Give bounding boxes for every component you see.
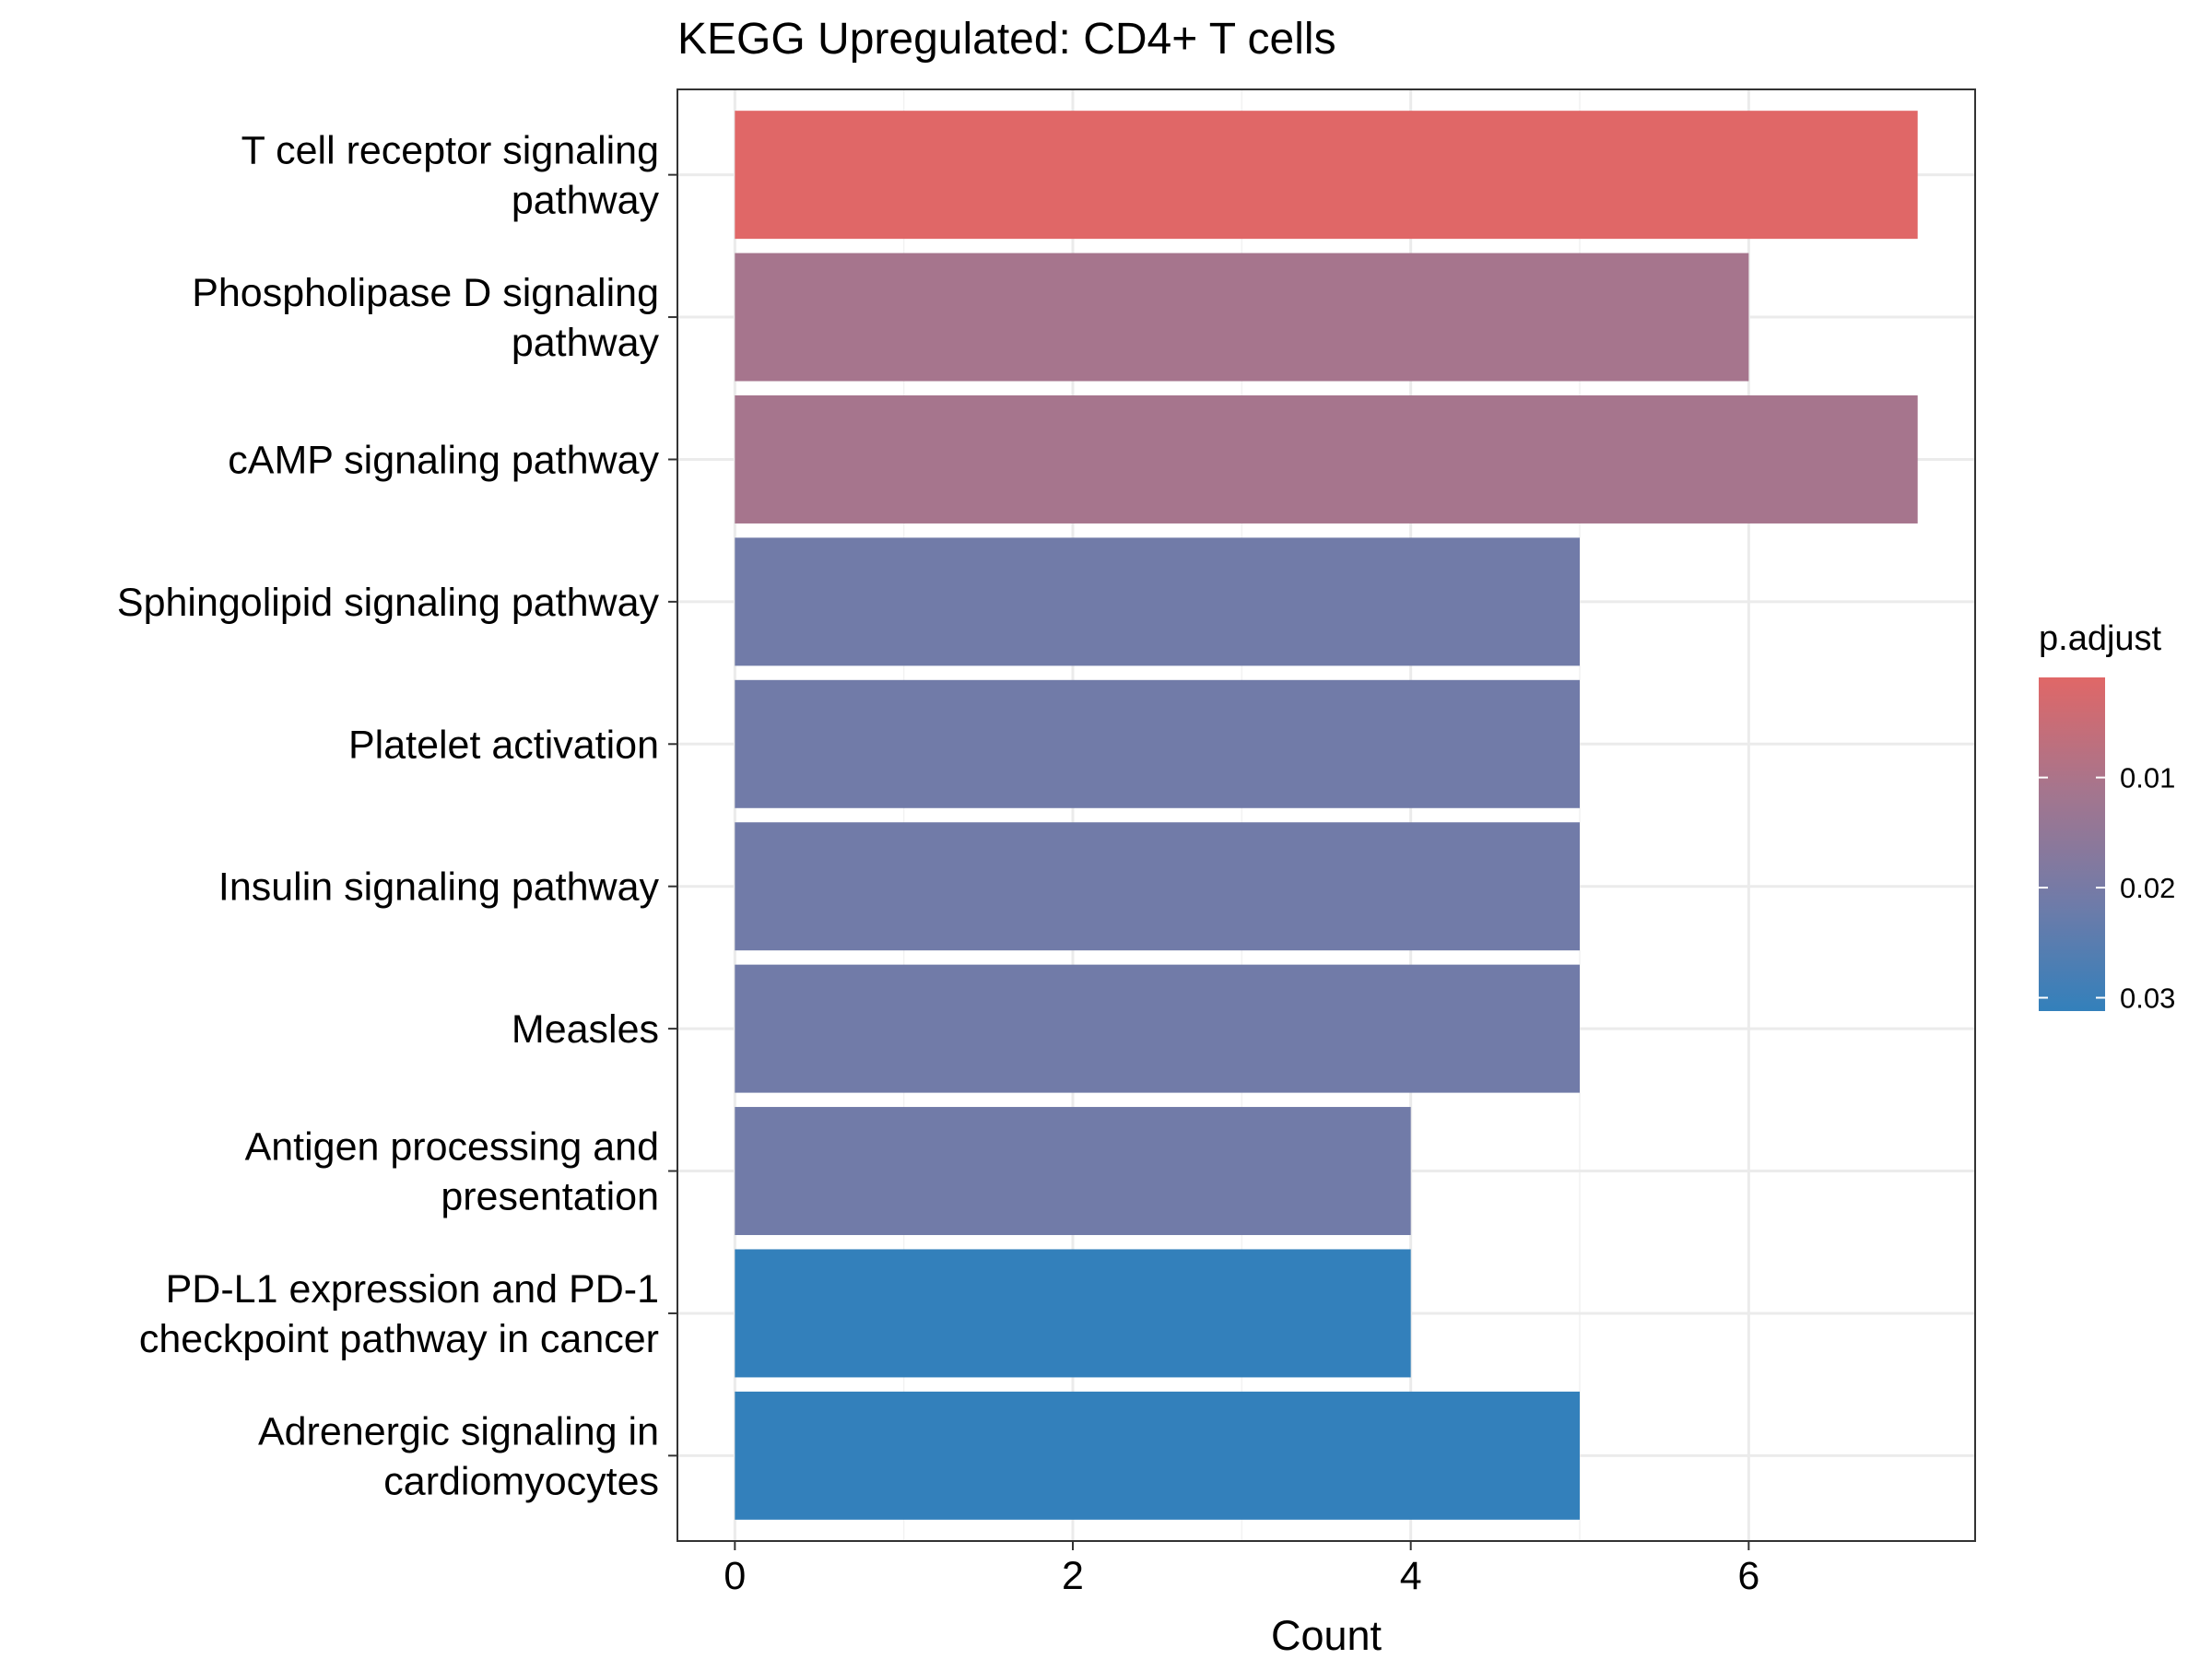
x-tick-label: 2 [1062,1554,1084,1598]
x-tick-label: 6 [1737,1554,1759,1598]
x-axis-title: Count [1271,1612,1382,1659]
y-tick-label: Antigen processing and [245,1125,659,1170]
bar [735,822,1580,951]
legend-tick-label: 0.02 [2120,872,2175,904]
plot-border [677,88,1976,1542]
bar [735,111,1918,240]
y-tick-label: pathway [512,321,660,365]
y-tick-label: cardiomyocytes [383,1459,659,1503]
y-tick-label: pathway [512,179,660,223]
legend-tick-label: 0.01 [2120,762,2175,794]
bar [735,679,1580,808]
y-axis: T cell receptor signaling pathway Phosphol… [117,129,677,1503]
legend-ticks: 0.01 0.02 0.03 [2039,762,2175,1015]
bar [735,1391,1580,1520]
legend-tick-label: 0.03 [2120,982,2175,1015]
y-tick-label: PD-L1 expression and PD-1 [166,1267,659,1312]
bar [735,964,1580,1093]
x-tick-label: 0 [724,1554,746,1598]
y-tick-label: T cell receptor signaling [241,129,659,173]
x-axis: 0 2 4 6 [724,1541,1759,1598]
y-tick-label: Phospholipase D signaling [192,271,659,315]
y-tick-label: Platelet activation [348,723,659,767]
y-tick-label: cAMP signaling pathway [228,438,659,482]
y-tick-label: Sphingolipid signaling pathway [117,581,660,625]
legend-title: p.adjust [2039,619,2162,658]
legend-colorbar [2039,677,2105,1011]
y-tick-label: Measles [512,1007,659,1052]
y-tick-label: presentation [441,1175,659,1219]
bar [735,394,1918,524]
y-tick-label: checkpoint pathway in cancer [139,1317,659,1361]
bar [735,1249,1411,1378]
bar [735,253,1749,382]
x-tick-label: 4 [1400,1554,1422,1598]
chart-title: KEGG Upregulated: CD4+ T cells [677,15,1336,64]
bars [735,111,1918,1520]
bar [735,1107,1411,1236]
bar [735,537,1580,666]
legend: p.adjust 0.01 0.02 0.03 [2039,619,2175,1015]
y-tick-label: Adrenergic signaling in [258,1409,659,1453]
y-tick-label: Insulin signaling pathway [218,865,660,910]
